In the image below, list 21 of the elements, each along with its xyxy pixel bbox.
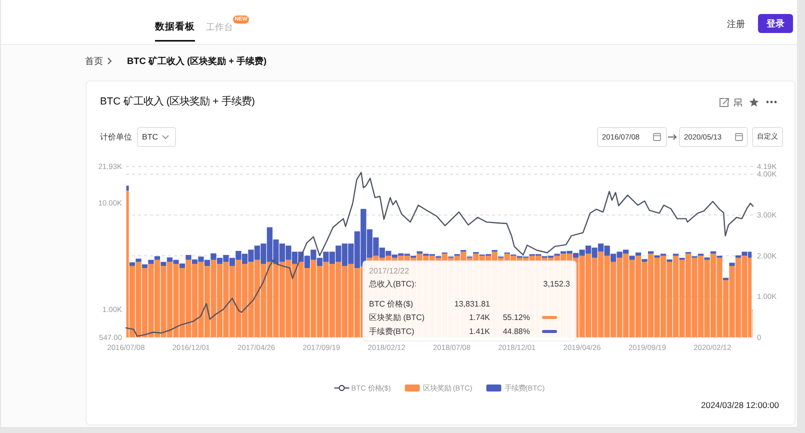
text: 区块奖励 (BTC) — [369, 313, 425, 322]
annotation: 3,152.3 — [543, 280, 571, 288]
text: 数据看板 — [154, 20, 196, 32]
text: BTC 价格($) — [369, 300, 413, 308]
chart-title: BTC 矿工收入 (区块奖励 + 手续费) — [100, 96, 255, 108]
text: 工作台 — [206, 22, 233, 32]
text: 手续费(BTC) — [369, 327, 414, 336]
text: 注册 — [727, 19, 745, 29]
annotation: 44.88% — [502, 327, 530, 336]
annotation: 1.74K — [469, 313, 491, 322]
annotation: 55.12% — [502, 313, 530, 322]
chart-title: BTC 矿工收入 (区块奖励 + 手续费) — [127, 56, 267, 66]
text: 首页 — [85, 56, 103, 66]
text: BTC — [142, 132, 158, 142]
annotation: 1.41K — [469, 327, 491, 336]
annotation: 总收入(BTC): — [368, 280, 417, 288]
text: 计价单位 — [100, 132, 132, 142]
text: 2024/03/28 12:00:00 — [701, 400, 780, 410]
text: 登录 — [766, 18, 784, 28]
annotation: 13,831.81 — [454, 300, 491, 308]
annotation: 2017/12/22 — [369, 266, 410, 276]
